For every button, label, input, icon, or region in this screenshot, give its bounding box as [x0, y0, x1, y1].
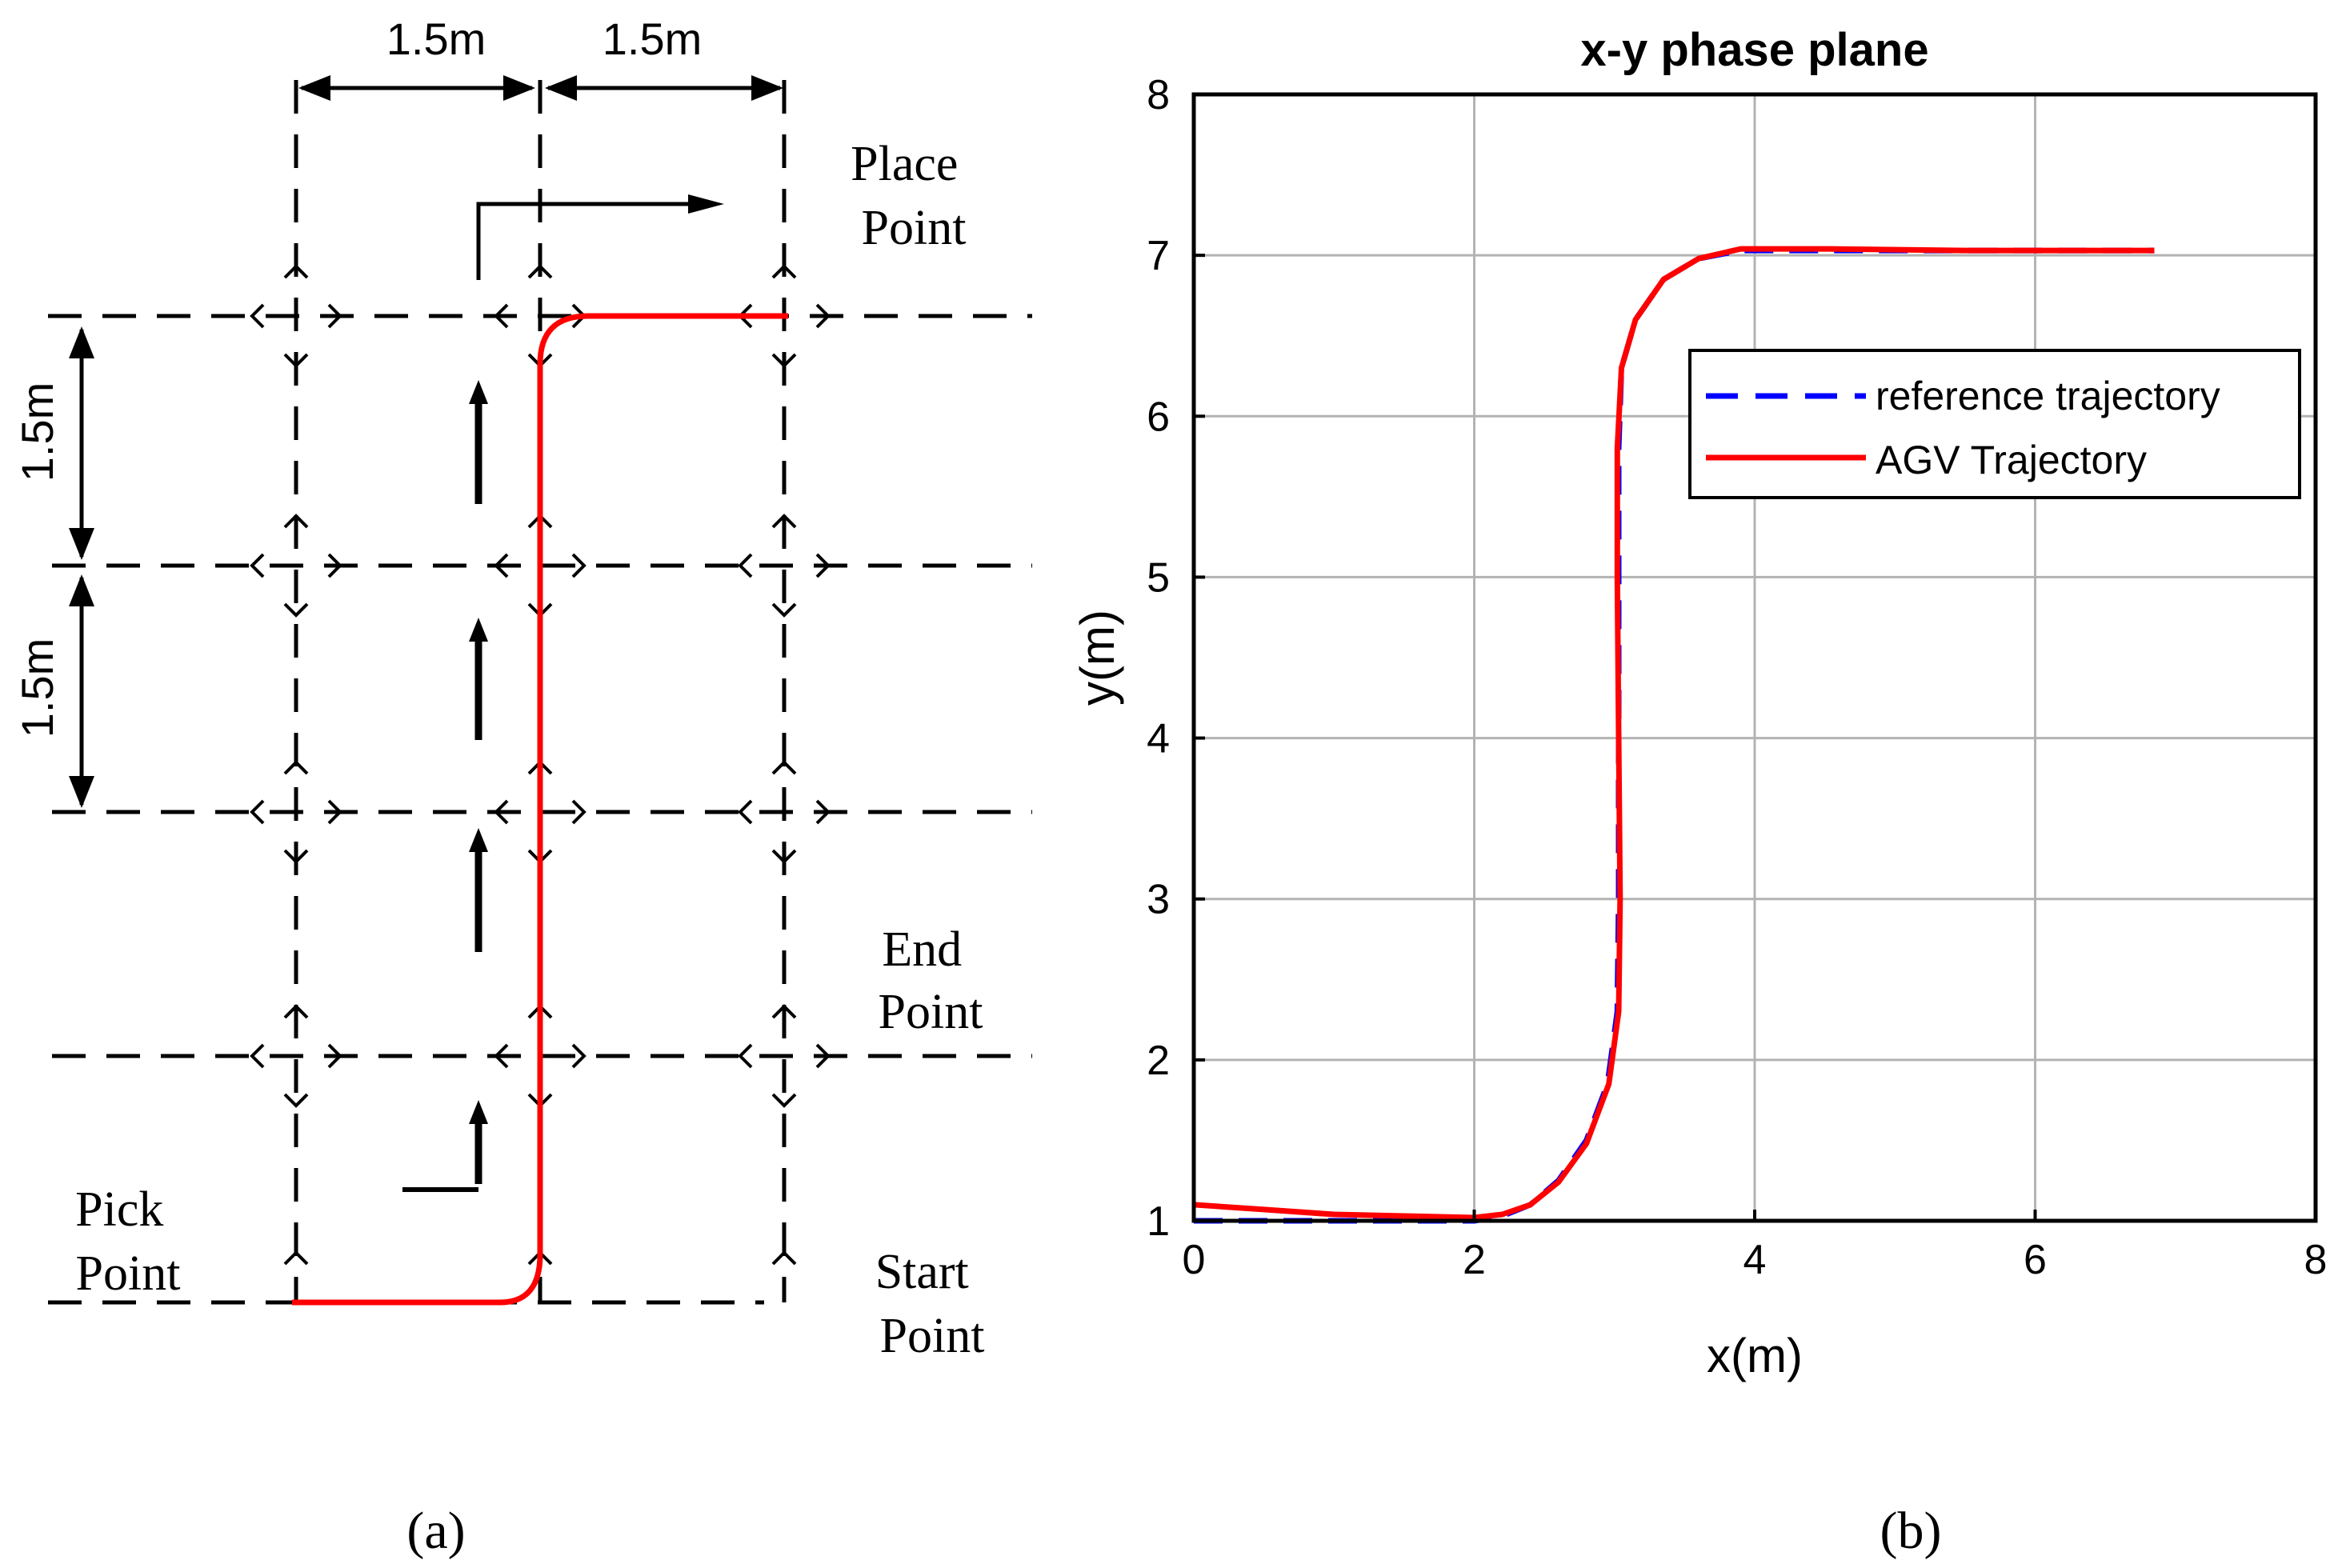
junction-arrow-icon	[771, 514, 797, 529]
y-tick-label: 8	[1147, 72, 1170, 118]
y-tick-label: 6	[1147, 394, 1170, 440]
dimension-label-top-left: 1.5m	[386, 14, 486, 64]
pick-point-label: Pick Point	[75, 1182, 180, 1301]
series-agv-trajectory	[1193, 246, 2155, 1221]
dimension-label-top-right: 1.5m	[603, 14, 703, 64]
x-tick-label: 0	[1183, 1237, 1206, 1283]
chart-series	[1193, 246, 2155, 1224]
y-tick-label: 2	[1147, 1038, 1170, 1084]
junction-arrow-icon	[815, 799, 831, 825]
x-tick-label: 4	[1743, 1237, 1767, 1283]
x-tick-label: 8	[2304, 1237, 2328, 1283]
direction-arrowhead-icon	[469, 1100, 488, 1124]
legend-label-reference: reference trajectory	[1876, 374, 2220, 418]
turn-arrowhead-icon	[688, 194, 724, 214]
junction-arrow-icon	[327, 303, 342, 329]
junction-arrow-icon	[283, 514, 309, 529]
direction-arrowhead-icon	[469, 380, 488, 404]
junction-arrow-icon	[283, 264, 309, 279]
start-point-label: Start Point	[875, 1245, 985, 1363]
junction-arrow-icon	[250, 553, 265, 578]
junction-arrow-icon	[327, 553, 342, 578]
direction-arrows	[402, 194, 724, 1192]
x-tick-label: 2	[1463, 1237, 1486, 1283]
junction-arrow-icon	[283, 1004, 309, 1019]
y-tick-label: 7	[1147, 233, 1170, 279]
junction-arrow-icon	[771, 1093, 797, 1108]
direction-arrowhead-icon	[469, 828, 488, 852]
junction-arrow-icon	[283, 602, 309, 618]
junction-arrow-icon	[771, 1004, 797, 1019]
junction-arrow-icon	[494, 799, 509, 825]
junction-arrow-icon	[527, 264, 553, 279]
layout-diagram: 1.5m 1.5m 1.5m 1.5m Place Point End Poin…	[12, 14, 1032, 1560]
dimension-label-left-upper: 1.5m	[12, 382, 62, 482]
chart-ticks: 0 2 4 6 8 1 2 3 4 5 6 7 8	[1147, 72, 2327, 1283]
y-tick-label: 1	[1147, 1198, 1170, 1245]
junction-arrow-icon	[771, 602, 797, 618]
agv-path	[292, 313, 788, 1306]
junction-arrow-icon	[815, 553, 831, 578]
legend-label-agv: AGV Trajectory	[1876, 438, 2147, 482]
panel-a-caption: (a)	[406, 1502, 465, 1560]
chart-legend: reference trajectory AGV Trajectory	[1688, 349, 2301, 499]
junction-arrow-icon	[283, 1093, 309, 1108]
junction-arrow-icon	[815, 303, 831, 329]
y-tick-label: 4	[1147, 716, 1170, 762]
junction-arrow-icon	[571, 553, 586, 578]
chart-title: x-y phase plane	[1580, 24, 1928, 76]
y-tick-label: 3	[1147, 877, 1170, 923]
junction-arrow-icon	[571, 799, 586, 825]
junction-arrow-icon	[283, 1250, 309, 1266]
junction-arrow-icon	[771, 849, 797, 864]
junction-arrow-icon	[283, 353, 309, 368]
junction-arrow-icon	[771, 760, 797, 775]
direction-arrowhead-icon	[469, 618, 488, 642]
y-tick-label: 5	[1147, 554, 1170, 601]
junction-arrow-icon	[738, 553, 753, 578]
junction-arrow-icon	[283, 760, 309, 775]
junction-arrow-icon	[771, 1250, 797, 1266]
legend-box	[1688, 349, 2301, 499]
end-point-label: End Point	[879, 922, 983, 1039]
place-point-label: Place Point	[851, 137, 971, 255]
junction-arrow-icon	[327, 1043, 342, 1069]
junction-arrow-icon	[738, 1043, 753, 1069]
y-axis-label: y(m)	[1071, 610, 1124, 706]
junction-arrow-icon	[815, 1043, 831, 1069]
junction-arrow-icon	[771, 264, 797, 279]
junction-arrow-icon	[771, 353, 797, 368]
junction-arrow-icon	[283, 849, 309, 864]
junction-arrow-icon	[494, 1043, 509, 1069]
dimension-label-left-lower: 1.5m	[12, 638, 62, 738]
junction-arrow-icon	[250, 799, 265, 825]
junction-arrow-icon	[494, 553, 509, 578]
junction-arrow-icon	[250, 303, 265, 329]
turn-indicator-icon	[476, 202, 688, 280]
junction-arrow-icon	[494, 303, 509, 329]
x-tick-label: 6	[2024, 1237, 2047, 1283]
chart-grid	[1194, 94, 2316, 1221]
junction-arrow-icon	[250, 1043, 265, 1069]
junction-arrow-icon	[327, 799, 342, 825]
panel-b-caption: (b)	[1880, 1502, 1942, 1560]
junction-arrow-icon	[738, 799, 753, 825]
junction-arrow-icon	[571, 1043, 586, 1069]
x-axis-label: x(m)	[1707, 1329, 1803, 1382]
